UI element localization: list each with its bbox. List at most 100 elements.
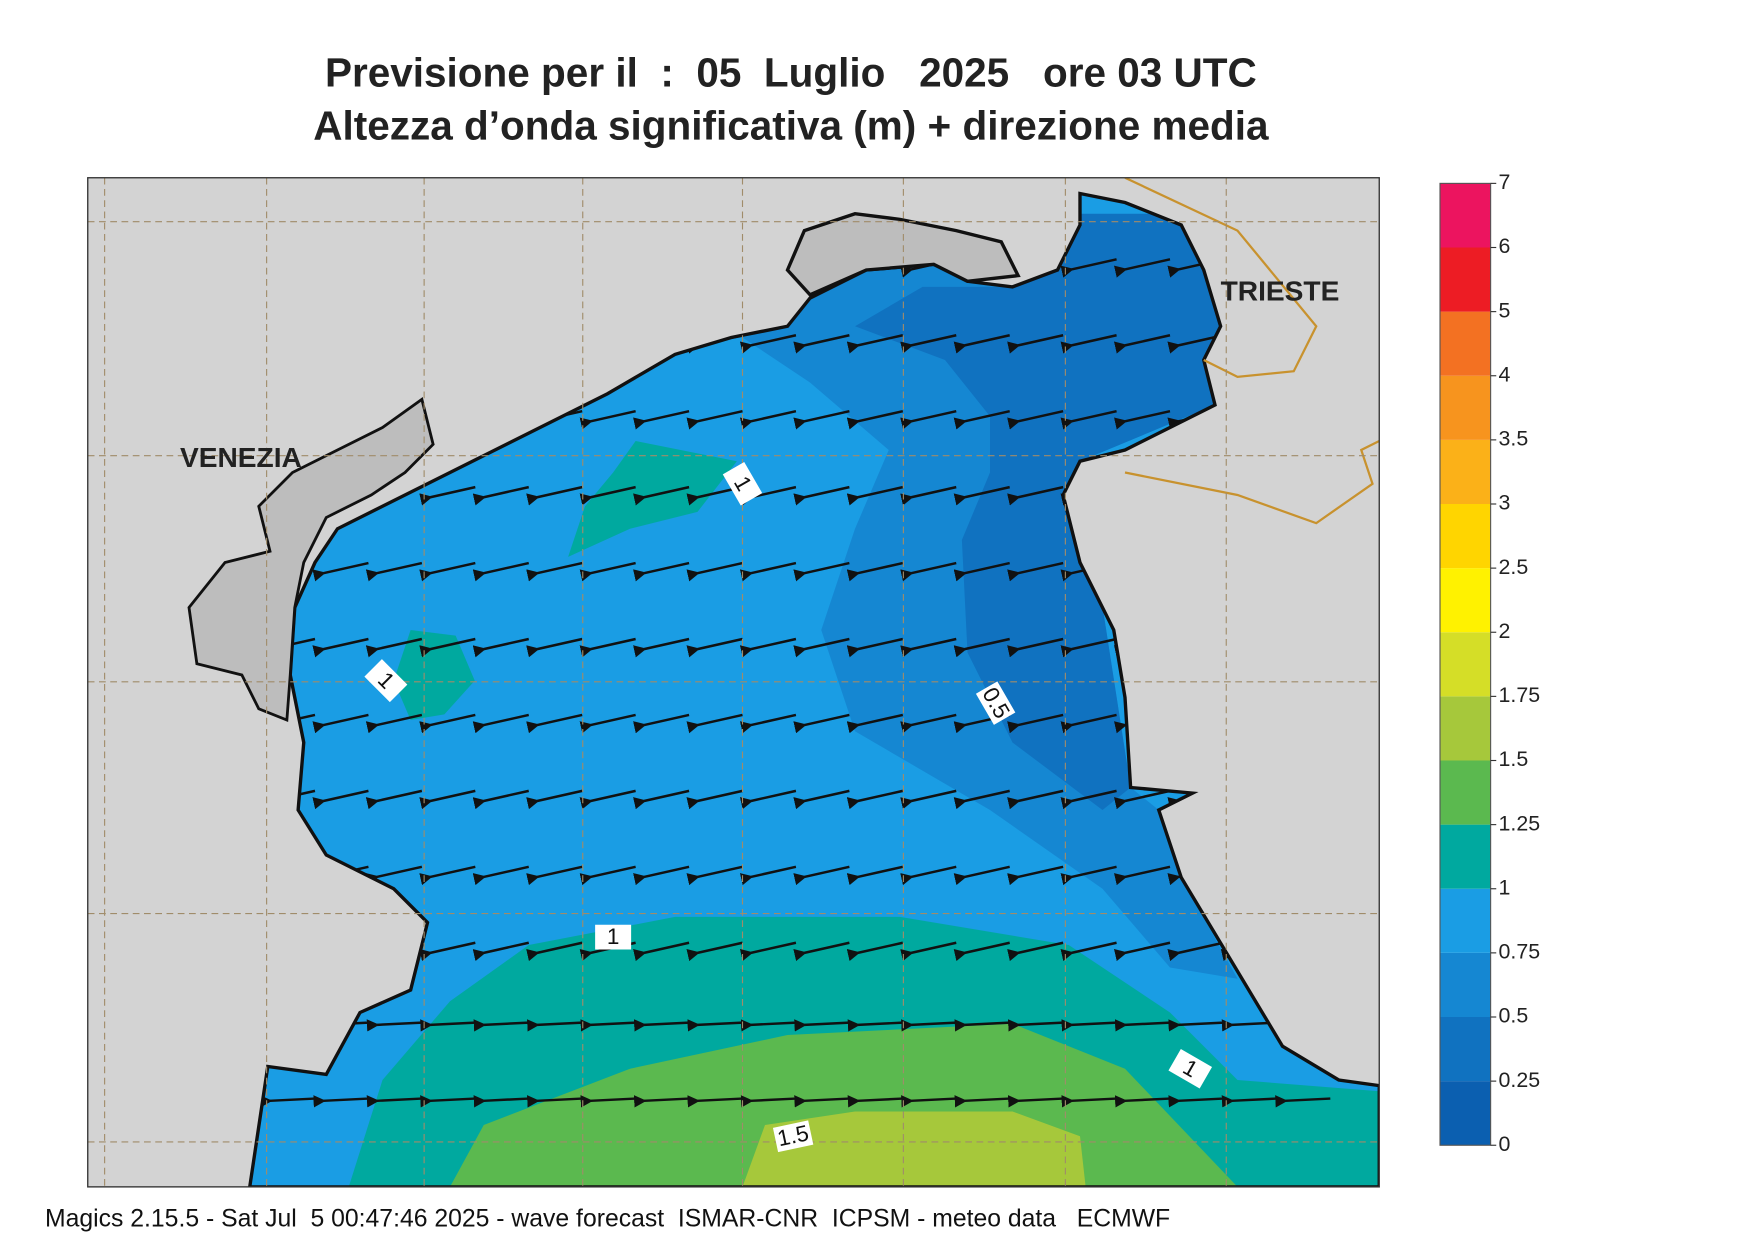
- arrow: [420, 1019, 476, 1032]
- arrow: [1007, 409, 1064, 430]
- arrow: [526, 941, 583, 962]
- arrow: [900, 409, 957, 430]
- colorbar-label: 0: [1499, 1132, 1511, 1156]
- colorbar-band: [1440, 1081, 1491, 1146]
- arrow: [1167, 941, 1224, 962]
- arrow: [1113, 258, 1171, 278]
- arrow: [900, 789, 957, 810]
- colorbar-label: 3: [1499, 491, 1511, 515]
- label-box: [975, 681, 1016, 725]
- contour-label: 1: [1168, 1049, 1213, 1089]
- arrow: [419, 941, 476, 962]
- arrow: [900, 485, 957, 506]
- arrow: [472, 485, 530, 506]
- footer: Magics 2.15.5 - Sat Jul 5 00:47:46 2025 …: [45, 1205, 1170, 1232]
- arrow: [953, 334, 1010, 354]
- arrow: [1060, 409, 1117, 430]
- arrow: [1007, 789, 1064, 810]
- arrow: [793, 637, 850, 658]
- arrow: [1113, 941, 1171, 962]
- label-box: [595, 924, 632, 950]
- arrow: [953, 637, 1010, 658]
- colorbar-label: 2.5: [1499, 555, 1529, 579]
- colorbar-band: [1440, 504, 1491, 569]
- arrow: [526, 637, 583, 658]
- arrow: [900, 865, 957, 886]
- arrow: [687, 1019, 743, 1032]
- arrow: [1007, 713, 1064, 734]
- arrow: [365, 561, 423, 582]
- arrow: [526, 713, 583, 734]
- colorbar-band: [1440, 888, 1491, 953]
- arrow: [1113, 334, 1171, 354]
- arrow: [1114, 1019, 1171, 1032]
- arrow: [633, 561, 690, 582]
- arrow: [579, 865, 636, 886]
- colorbar-band: [1440, 439, 1491, 504]
- colorbar-label: 0.75: [1499, 940, 1541, 964]
- arrow: [1113, 409, 1171, 430]
- arrow: [633, 713, 690, 734]
- arrow: [793, 789, 850, 810]
- arrow: [579, 713, 636, 734]
- arrow: [633, 485, 690, 506]
- arrow: [846, 409, 904, 430]
- arrow: [1221, 1095, 1277, 1108]
- colorbar-label: 0.25: [1499, 1068, 1541, 1092]
- colorbar-label: 6: [1499, 234, 1511, 258]
- arrow: [472, 941, 530, 962]
- wave-area: [568, 441, 737, 557]
- arrow: [793, 409, 850, 430]
- arrow: [472, 637, 530, 658]
- arrow: [686, 941, 743, 962]
- arrow: [312, 713, 369, 734]
- arrow: [1007, 865, 1064, 886]
- arrow: [365, 637, 423, 658]
- arrow: [1060, 713, 1117, 734]
- arrow: [472, 713, 530, 734]
- label-box: [722, 461, 763, 506]
- arrow: [900, 637, 957, 658]
- arrow: [633, 941, 690, 962]
- arrow: [1007, 1019, 1064, 1032]
- colorbar-band: [1440, 952, 1491, 1017]
- arrow: [847, 1019, 903, 1032]
- place-label: TRIESTE: [1221, 275, 1340, 306]
- arrow: [794, 1095, 850, 1108]
- arrow: [739, 789, 797, 810]
- arrow: [739, 485, 797, 506]
- arrow: [420, 1095, 476, 1108]
- arrow: [794, 1019, 850, 1032]
- arrow: [954, 1095, 1010, 1108]
- arrow: [739, 334, 797, 354]
- label-box: [364, 659, 408, 703]
- colorbar-band: [1440, 760, 1491, 825]
- arrow: [1113, 865, 1171, 886]
- arrow: [1061, 1095, 1117, 1108]
- arrow: [472, 789, 530, 810]
- arrow: [846, 865, 904, 886]
- arrow: [1060, 334, 1117, 354]
- arrow: [313, 1095, 369, 1108]
- arrow: [953, 409, 1010, 430]
- colorbar-band: [1440, 247, 1491, 312]
- arrow: [580, 1095, 636, 1108]
- arrow: [1114, 1095, 1171, 1108]
- arrow: [633, 1095, 690, 1108]
- arrow: [259, 1095, 316, 1108]
- colorbar: 0 0.25 0.5 0.75 1 1.25 1.5 1.75 2 2.5 3 3.5 4 5 6 7: [1439, 170, 1541, 1156]
- arrow: [365, 713, 423, 734]
- arrow: [365, 789, 423, 810]
- arrow: [580, 1019, 636, 1032]
- colorbar-label: 2: [1499, 619, 1511, 643]
- arrow: [739, 409, 797, 430]
- arrow: [526, 1095, 583, 1108]
- arrow: [1007, 561, 1064, 582]
- colorbar-band: [1440, 696, 1491, 761]
- arrow: [953, 561, 1010, 582]
- arrow: [686, 409, 743, 430]
- contour-value: 1: [607, 924, 620, 949]
- arrow: [687, 1095, 743, 1108]
- arrow: [579, 409, 636, 430]
